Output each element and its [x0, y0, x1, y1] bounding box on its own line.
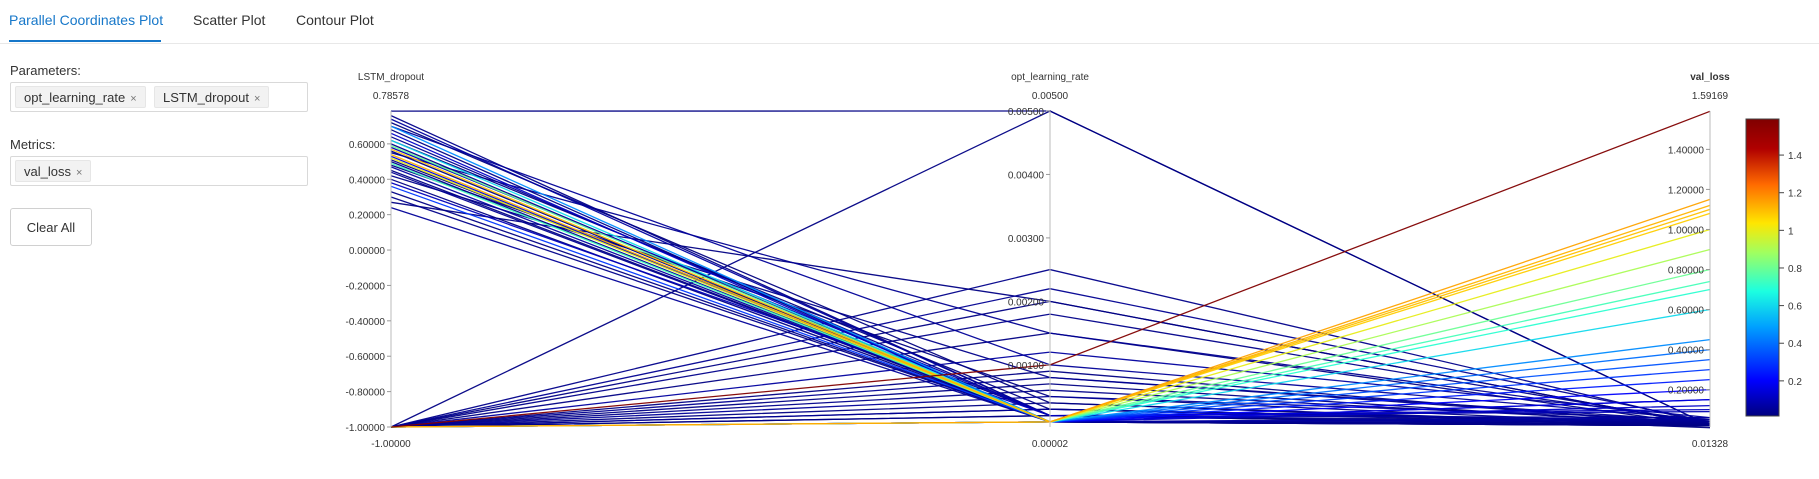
remove-chip-icon[interactable]: ×	[130, 93, 137, 105]
axis-tick-label: 0.60000	[1668, 306, 1705, 317]
axis-title: LSTM_dropout	[358, 72, 424, 83]
metrics-label: Metrics:	[10, 137, 56, 152]
axes: LSTM_dropout 0.78578 -1.00000 0.60000 0.4000…	[346, 72, 1731, 450]
parameters-select[interactable]: opt_learning_rate × LSTM_dropout ×	[10, 82, 308, 112]
clear-all-button[interactable]: Clear All	[10, 208, 92, 246]
chip-label: LSTM_dropout	[163, 90, 249, 105]
active-tab-indicator	[9, 40, 161, 42]
colorbar-tick-label: 1	[1788, 226, 1794, 237]
colorbar-tick-label: 0.8	[1788, 264, 1802, 275]
axis-tick-label: -0.80000	[346, 388, 386, 399]
colorbar-tick-label: 0.6	[1788, 302, 1802, 313]
metric-chip: val_loss ×	[15, 160, 92, 182]
axis-min-label: 0.00002	[1032, 439, 1069, 450]
axis-tick-label: 0.80000	[1668, 265, 1705, 276]
axis-tick-label: 0.00000	[349, 246, 386, 257]
axis-tick-label: 0.00300	[1008, 234, 1045, 245]
axis-tick-label: 0.20000	[1668, 386, 1705, 397]
axis-tick-label: 0.00400	[1008, 170, 1045, 181]
axis-tick-label: -1.00000	[346, 423, 386, 434]
axis-tick-label: 0.40000	[349, 175, 386, 186]
axis-tick-label: 1.40000	[1668, 145, 1705, 156]
parameter-chip: opt_learning_rate ×	[15, 86, 146, 108]
axis-tick-label: 1.00000	[1668, 225, 1705, 236]
axis-tick-label: 0.00500	[1008, 107, 1045, 118]
remove-chip-icon[interactable]: ×	[254, 93, 261, 105]
axis-tick-label: 1.20000	[1668, 185, 1705, 196]
axis-tick-label: 0.00100	[1008, 361, 1045, 372]
chip-label: val_loss	[24, 164, 71, 179]
chip-label: opt_learning_rate	[24, 90, 126, 105]
axis-max-label: 0.00500	[1032, 91, 1069, 102]
axis-max-label: 0.78578	[373, 91, 410, 102]
axis-min-label: -1.00000	[371, 439, 411, 450]
tab-bar: Parallel Coordinates Plot Scatter Plot C…	[0, 0, 1819, 44]
colorbar-tick-label: 1.2	[1788, 189, 1802, 200]
axis-tick-label: -0.60000	[346, 352, 386, 363]
colorbar-tick-label: 0.4	[1788, 339, 1802, 350]
tab-parallel-coordinates[interactable]: Parallel Coordinates Plot	[9, 12, 164, 28]
axis-title: val_loss	[1690, 72, 1730, 83]
axis-tick-label: 0.00200	[1008, 297, 1045, 308]
tab-scatter-plot[interactable]: Scatter Plot	[193, 12, 266, 28]
colorbar-tick-label: 0.2	[1788, 377, 1802, 388]
axis-max-label: 1.59169	[1692, 91, 1729, 102]
parameters-label: Parameters:	[10, 63, 81, 78]
metrics-select[interactable]: val_loss ×	[10, 156, 308, 186]
axis-tick-label: -0.20000	[346, 281, 386, 292]
axis-title: opt_learning_rate	[1011, 72, 1089, 83]
parameter-chip: LSTM_dropout ×	[154, 86, 270, 108]
colorbar-tick-label: 1.4	[1788, 151, 1802, 162]
axis-tick-label: 0.60000	[349, 140, 386, 151]
colorbar: 1.4 1.2 1 0.8 0.6 0.4 0.2	[1745, 118, 1802, 417]
remove-chip-icon[interactable]: ×	[75, 167, 83, 179]
axis-min-label: 0.01328	[1692, 439, 1729, 450]
colorbar-gradient	[1745, 118, 1780, 417]
axis-tick-label: 0.40000	[1668, 346, 1705, 357]
axis-tick-label: -0.40000	[346, 317, 386, 328]
axis-tick-label: 0.20000	[349, 211, 386, 222]
tab-contour-plot[interactable]: Contour Plot	[296, 12, 374, 28]
